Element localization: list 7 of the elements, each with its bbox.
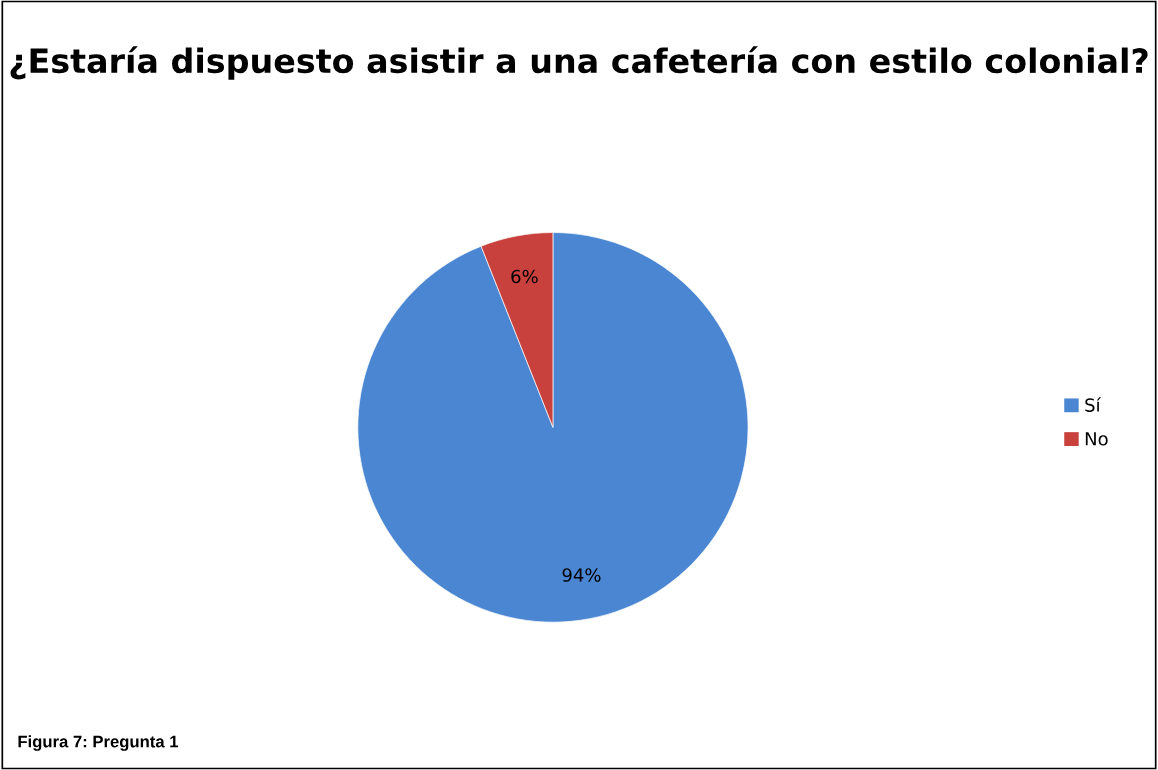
text: Figura 7: Pregunta 1 — [18, 735, 179, 751]
legend-label: Sí — [1085, 397, 1102, 412]
legend-label: No — [1085, 432, 1108, 446]
data-label: 94% — [562, 568, 601, 582]
pie-slice — [357, 232, 749, 623]
data-label: 6% — [511, 269, 538, 284]
chart-title: ¿Estaría dispuesto asistir a una cafetería con estilo colonial? — [10, 46, 1148, 80]
